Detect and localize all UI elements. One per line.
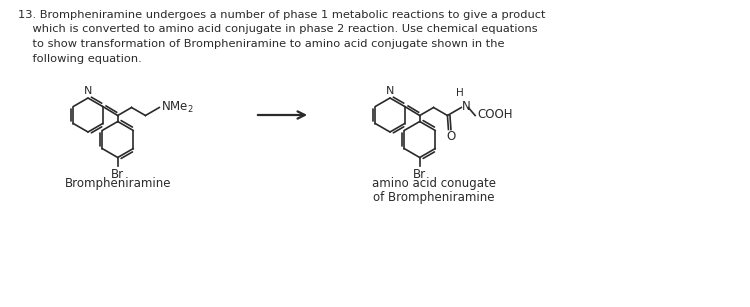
Text: Brompheniramine: Brompheniramine: [64, 177, 171, 191]
Text: to show transformation of Brompheniramine to amino acid conjugate shown in the: to show transformation of Brompheniramin…: [18, 39, 505, 49]
Text: O: O: [447, 130, 456, 143]
Text: amino acid conugate: amino acid conugate: [372, 177, 496, 191]
Text: which is converted to amino acid conjugate in phase 2 reaction. Use chemical equ: which is converted to amino acid conjuga…: [18, 25, 538, 34]
Text: N: N: [462, 100, 471, 113]
Text: N: N: [84, 86, 92, 96]
Text: of Brompheniramine: of Brompheniramine: [373, 191, 494, 204]
Text: NMe$_2$: NMe$_2$: [161, 100, 194, 115]
Text: COOH: COOH: [477, 108, 513, 121]
Text: N: N: [386, 86, 394, 96]
Text: Br: Br: [111, 168, 125, 181]
Text: Br: Br: [413, 168, 426, 181]
Text: following equation.: following equation.: [18, 53, 142, 64]
Text: 13. Brompheniramine undergoes a number of phase 1 metabolic reactions to give a : 13. Brompheniramine undergoes a number o…: [18, 10, 545, 20]
Text: H: H: [457, 88, 464, 99]
